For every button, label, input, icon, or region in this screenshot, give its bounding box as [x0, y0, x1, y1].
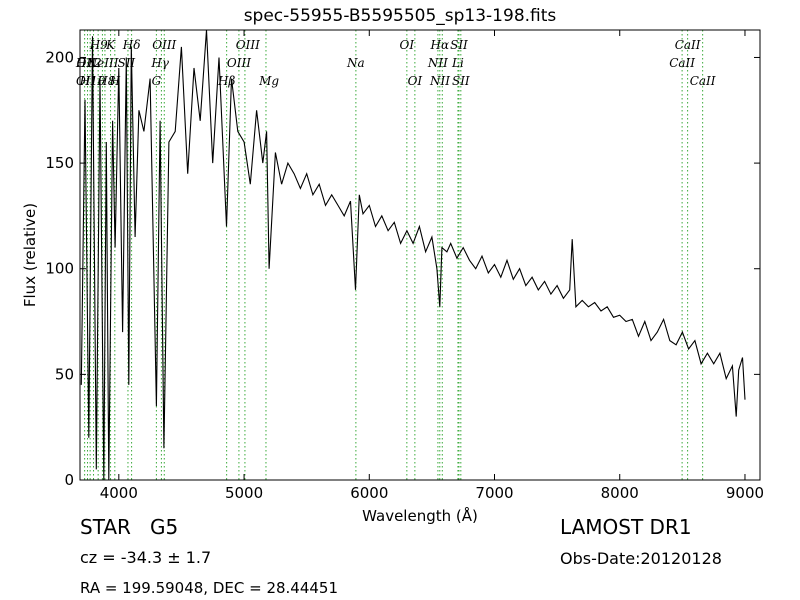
plot-frame [79, 29, 761, 481]
spectrum-line [80, 29, 746, 481]
x-tick-label: 5000 [225, 484, 263, 502]
line-label: NeIII [86, 56, 119, 70]
survey-name: LAMOST DR1 [560, 515, 692, 539]
line-label: SII [450, 38, 468, 52]
y-axis: 0 50 100 150 200 [45, 48, 760, 489]
line-label: OII [76, 74, 96, 88]
y-tick-label: 100 [45, 260, 74, 278]
y-tick-label: 200 [45, 48, 74, 66]
line-label: Hβ [217, 74, 235, 88]
line-labels: OII OII H9 H12 H10 NeIII H8 K H SII Hδ G Hγ OIII Hβ OII… [75, 38, 716, 88]
line-label: CaII [690, 74, 716, 88]
x-tick-label: 4000 [100, 484, 138, 502]
line-label: K [105, 38, 116, 52]
line-label: NII [427, 56, 448, 70]
line-label: OI [408, 74, 423, 88]
ra-dec: RA = 199.59048, DEC = 28.44451 [80, 579, 339, 597]
y-tick-label: 0 [64, 471, 74, 489]
line-label: Hα [429, 38, 449, 52]
line-label: OI [400, 38, 415, 52]
line-label: NII [429, 74, 450, 88]
line-label: H9 [89, 38, 108, 52]
line-label: H8 [96, 74, 115, 88]
line-label: OIII [236, 38, 260, 52]
line-label: OII [77, 56, 97, 70]
x-tick-label: 6000 [350, 484, 388, 502]
y-axis-label: Flux (relative) [21, 203, 39, 307]
x-axis: 4000 5000 6000 7000 8000 9000 [100, 30, 764, 502]
line-label: CaII [669, 56, 695, 70]
x-tick-label: 8000 [601, 484, 639, 502]
line-label: Hγ [150, 56, 169, 70]
line-label: SII [452, 74, 470, 88]
line-label: CaII [675, 38, 701, 52]
line-label: SII [117, 56, 135, 70]
x-tick-label: 9000 [726, 484, 764, 502]
line-label: Mg [258, 74, 279, 88]
line-label: Hδ [122, 38, 141, 52]
object-class: STAR G5 [80, 515, 179, 539]
x-axis-label: Wavelength (Å) [362, 506, 478, 525]
y-tick-label: 50 [55, 365, 74, 383]
line-label: H10 [79, 74, 106, 88]
line-label: H [109, 74, 121, 88]
obs-date: Obs-Date:20120128 [560, 549, 722, 568]
redshift-cz: cz = -34.3 ± 1.7 [80, 548, 212, 567]
line-label: H12 [75, 56, 102, 70]
line-label: Li [451, 56, 464, 70]
line-label: Na [346, 56, 365, 70]
line-label: G [152, 74, 162, 88]
x-tick-label: 7000 [475, 484, 513, 502]
line-label: OIII [152, 38, 176, 52]
y-tick-label: 150 [45, 154, 74, 172]
chart-title: spec-55955-B5595505_sp13-198.fits [243, 6, 557, 26]
line-label: OIII [227, 56, 251, 70]
